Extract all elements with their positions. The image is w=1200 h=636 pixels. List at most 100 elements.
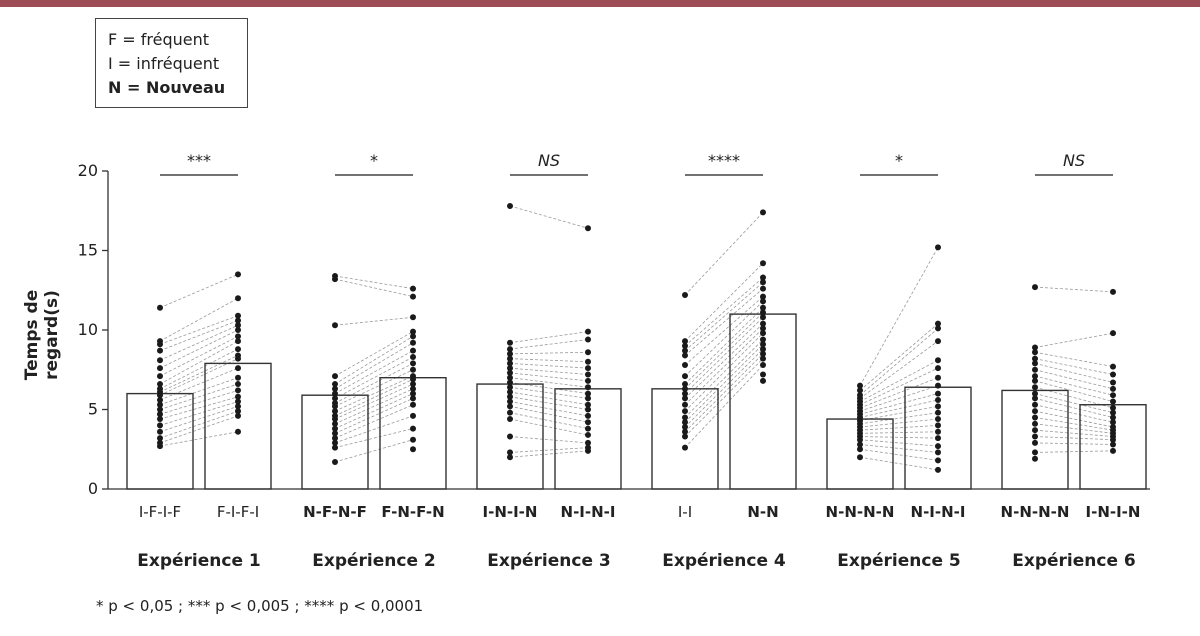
data-point xyxy=(585,384,591,391)
data-point xyxy=(235,408,241,415)
paired-line xyxy=(684,358,764,437)
data-point xyxy=(682,338,688,345)
data-point xyxy=(507,384,513,391)
paired-line xyxy=(509,396,589,410)
data-point xyxy=(682,414,688,421)
data-point xyxy=(1032,360,1038,367)
paired-line xyxy=(1034,380,1114,402)
experiment-title: Expérience 3 xyxy=(487,551,610,571)
paired-line xyxy=(509,362,589,369)
data-point xyxy=(682,342,688,349)
data-point xyxy=(157,365,163,372)
data-point xyxy=(235,327,241,333)
data-point xyxy=(1110,385,1116,392)
paired-line xyxy=(859,436,939,439)
data-point xyxy=(935,325,941,332)
data-point xyxy=(935,365,941,372)
data-point xyxy=(507,360,513,367)
paired-line xyxy=(684,323,764,399)
condition-label: F-I-F-I xyxy=(217,503,259,521)
data-point xyxy=(585,349,591,356)
paired-line xyxy=(509,412,589,429)
paired-line xyxy=(159,367,239,401)
paired-line xyxy=(1034,351,1114,367)
data-point xyxy=(332,276,338,283)
paired-line xyxy=(684,281,764,351)
data-point xyxy=(235,338,241,345)
paired-line xyxy=(159,355,239,393)
data-point xyxy=(410,381,416,388)
paired-line xyxy=(509,339,589,350)
legend-novel: N = Nouveau xyxy=(108,78,226,97)
data-point xyxy=(1110,404,1116,411)
paired-line xyxy=(334,428,414,449)
condition-label: N-N-N-N xyxy=(826,503,895,521)
paired-line xyxy=(334,375,414,412)
paired-line xyxy=(159,348,239,390)
data-point xyxy=(507,350,513,357)
data-point xyxy=(1032,373,1038,380)
data-point xyxy=(585,401,591,408)
data-point xyxy=(585,365,591,372)
data-point xyxy=(507,346,513,353)
data-point xyxy=(507,389,513,396)
data-point xyxy=(235,393,241,400)
data-point xyxy=(235,428,241,435)
data-point xyxy=(682,385,688,392)
data-point xyxy=(157,416,163,423)
condition-label: I-I xyxy=(678,503,692,521)
paired-line xyxy=(859,385,939,412)
data-point xyxy=(935,382,941,389)
paired-line xyxy=(1034,450,1114,453)
paired-line xyxy=(859,247,939,386)
data-point xyxy=(1032,439,1038,446)
data-point xyxy=(410,395,416,402)
paired-line xyxy=(509,405,589,423)
data-point xyxy=(682,444,688,451)
paired-line xyxy=(159,383,239,410)
paired-line xyxy=(1034,286,1114,293)
paired-line xyxy=(334,369,414,407)
data-point xyxy=(935,422,941,429)
data-point xyxy=(235,333,241,340)
paired-line xyxy=(509,386,589,399)
data-point xyxy=(235,346,241,353)
data-point xyxy=(682,408,688,415)
paired-line xyxy=(509,418,589,436)
data-point xyxy=(585,377,591,384)
data-point xyxy=(332,408,338,415)
data-point xyxy=(682,292,688,299)
paired-line xyxy=(859,456,939,471)
paired-line xyxy=(509,372,589,382)
data-point xyxy=(760,320,766,327)
data-point xyxy=(760,209,766,216)
paired-line xyxy=(1034,375,1114,396)
paired-line xyxy=(334,275,414,290)
data-point xyxy=(1032,449,1038,456)
paired-line xyxy=(334,316,414,326)
data-point xyxy=(1032,349,1038,356)
condition-label: N-F-N-F xyxy=(303,503,367,521)
data-point xyxy=(760,355,766,362)
significance-label: **** xyxy=(708,151,740,170)
paired-line xyxy=(859,340,939,399)
data-point xyxy=(157,411,163,418)
paired-line xyxy=(684,344,764,423)
y-tick-label: 5 xyxy=(88,400,98,419)
paired-line xyxy=(859,448,939,461)
data-point xyxy=(410,328,416,335)
legend-box: F = fréquent I = infréquent N = Nouveau xyxy=(95,18,248,108)
data-point xyxy=(760,325,766,332)
data-point xyxy=(507,339,513,346)
experiment-title: Expérience 6 xyxy=(1012,551,1135,571)
condition-label: N-I-N-I xyxy=(561,503,616,521)
paired-line xyxy=(334,388,414,425)
data-point xyxy=(235,355,241,362)
paired-line xyxy=(859,412,939,425)
data-point xyxy=(1110,409,1116,416)
data-point xyxy=(1032,377,1038,384)
data-point xyxy=(1032,433,1038,440)
data-point xyxy=(507,202,513,209)
paired-line xyxy=(159,431,239,447)
data-point xyxy=(157,422,163,429)
